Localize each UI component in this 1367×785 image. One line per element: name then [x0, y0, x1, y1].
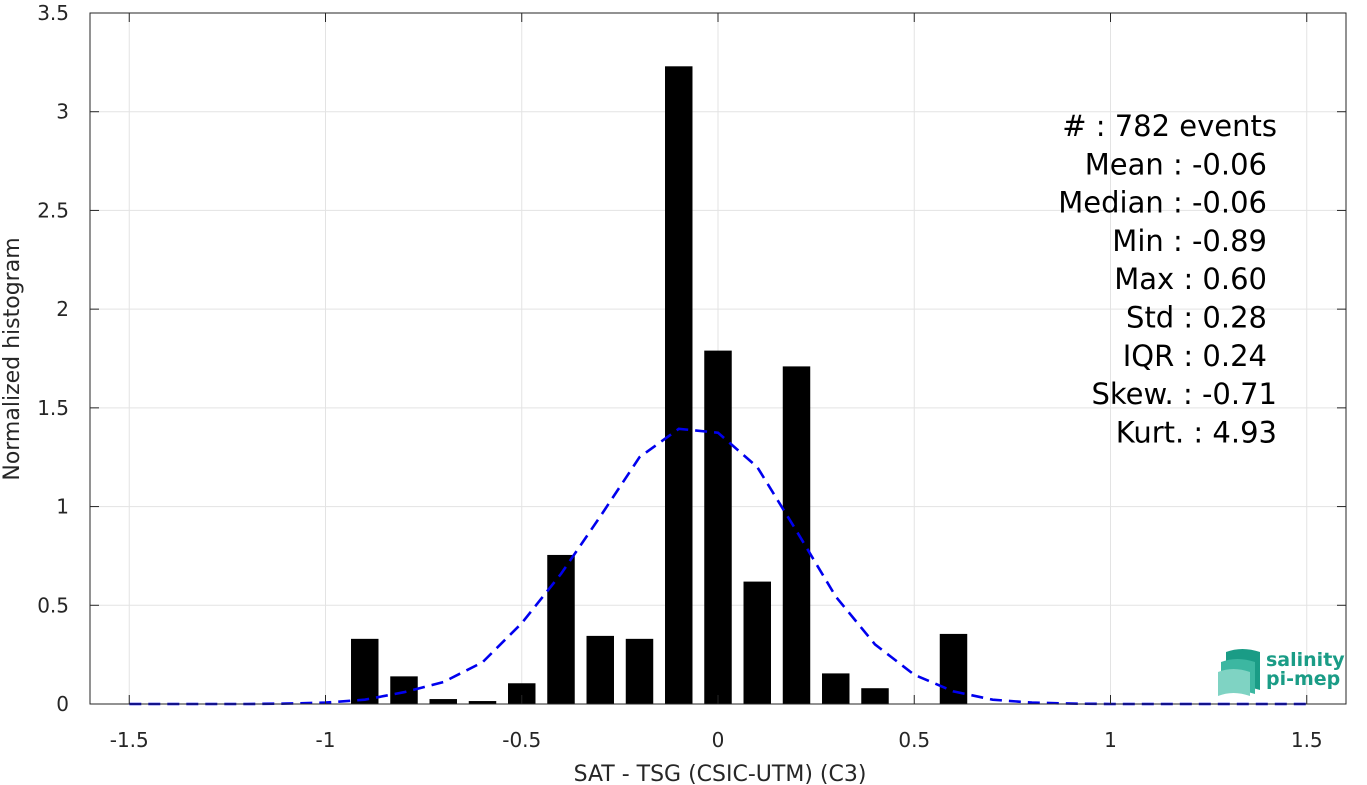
histogram-bar: [586, 635, 614, 704]
histogram-bar: [782, 366, 811, 704]
stat-line: Skew. : -0.71: [1091, 377, 1277, 411]
stat-line: Max : 0.60: [1114, 262, 1267, 296]
y-tick-label: 2.5: [37, 198, 69, 222]
x-tick-label: 0: [712, 728, 725, 752]
x-tick-label: -1.5: [110, 728, 149, 752]
statistics-box: # : 782 events Mean : -0.06 Median : -0.06…: [1058, 109, 1277, 449]
stat-line: Mean : -0.06: [1085, 147, 1267, 181]
histogram-bar: [822, 673, 850, 704]
histogram-bar: [665, 66, 693, 704]
grid-lines: [90, 12, 1346, 705]
y-tick-label: 1: [56, 495, 69, 519]
y-tick-label: 0: [56, 692, 69, 716]
y-tick-label: 3: [56, 100, 69, 124]
x-tick-label: 1.5: [1291, 728, 1323, 752]
y-tick-label: 3.5: [37, 1, 69, 25]
histogram-bar: [704, 350, 732, 704]
histogram-bars: [351, 66, 968, 704]
histogram-bar: [468, 701, 497, 704]
y-tick-label: 2: [56, 297, 69, 321]
y-tick-label: 1.5: [37, 396, 69, 420]
stat-line: # : 782 events: [1062, 109, 1277, 143]
axis-ticks: [90, 12, 1346, 705]
stat-line: Kurt. : 4.93: [1116, 415, 1277, 449]
x-tick-labels: -1.5 -1 -0.5 0 0.5 1 1.5: [110, 728, 1323, 752]
histogram-bar: [508, 683, 536, 704]
histogram-bar: [547, 554, 575, 704]
salinity-pimep-logo: salinity pi-mep: [1218, 649, 1345, 696]
histogram-bar: [429, 699, 457, 704]
x-axis-label: SAT - TSG (CSIC-UTM) (C3): [574, 762, 867, 785]
stat-line: Median : -0.06: [1058, 186, 1267, 220]
histogram-bar: [390, 676, 418, 704]
x-tick-label: -1: [316, 728, 336, 752]
stat-line: Std : 0.28: [1126, 301, 1267, 335]
y-tick-labels: 0 0.5 1 1.5 2 2.5 3 3.5: [37, 1, 69, 716]
y-axis-label: Normalized histogram: [0, 237, 25, 480]
histogram-bar: [861, 688, 889, 704]
logo-text-pimep: pi-mep: [1266, 668, 1340, 690]
stat-line: Min : -0.89: [1112, 224, 1267, 258]
wave-logo-icon: [1218, 649, 1260, 696]
histogram-bar: [743, 581, 771, 704]
x-tick-label: 1: [1104, 728, 1117, 752]
x-tick-label: 0.5: [898, 728, 930, 752]
histogram-bar: [351, 638, 379, 704]
logo-text-salinity: salinity: [1266, 649, 1345, 671]
y-tick-label: 0.5: [37, 593, 69, 617]
histogram-bar: [625, 638, 654, 704]
stat-line: IQR : 0.24: [1123, 339, 1267, 373]
x-tick-label: -0.5: [502, 728, 541, 752]
